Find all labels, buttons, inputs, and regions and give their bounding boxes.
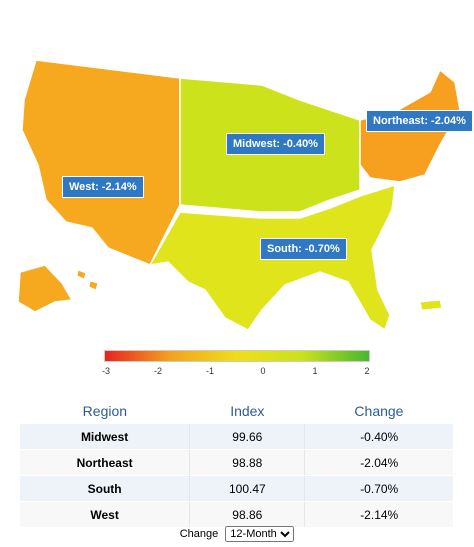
cell-change: -0.70%: [304, 475, 453, 502]
column-header-region: Region: [82, 403, 128, 419]
column-header-index: Index: [230, 403, 265, 419]
puerto-rico-shape: [419, 299, 443, 311]
cell-change: -2.04%: [304, 449, 453, 476]
cell-change: -0.40%: [304, 424, 453, 450]
cell-index: 99.66: [189, 424, 306, 450]
cell-index: 98.86: [189, 501, 306, 528]
cell-index: 100.47: [189, 475, 306, 502]
period-select[interactable]: 12-Month: [225, 526, 295, 542]
cell-region: Midwest: [20, 424, 191, 450]
region-west-shape[interactable]: [21, 59, 181, 266]
table-row: Northeast 98.88 -2.04%: [20, 449, 453, 476]
table-row: Midwest 99.66 -0.40%: [20, 424, 453, 450]
cell-region: West: [20, 501, 191, 528]
table-row: West 98.86 -2.14%: [20, 501, 453, 528]
legend-ticks: -3 -2 -1 0 1 2: [101, 362, 370, 378]
region-label-south: South: -0.70%: [260, 238, 347, 260]
cell-region: Northeast: [20, 449, 191, 476]
hawaii-shape: [76, 269, 99, 291]
region-label-northeast: Northeast: -2.04%: [366, 110, 473, 132]
column-header-change: Change: [354, 403, 404, 419]
table-header-row: Region Index Change: [20, 398, 453, 424]
cell-index: 98.88: [189, 449, 306, 476]
change-period-control: Change 12-Month: [0, 526, 474, 542]
region-label-midwest: Midwest: -0.40%: [226, 133, 325, 155]
legend-tick: -1: [205, 366, 215, 376]
legend-tick: -2: [153, 366, 163, 376]
legend-tick: 1: [312, 366, 318, 376]
color-legend: -3 -2 -1 0 1 2: [101, 350, 370, 378]
region-label-west: West: -2.14%: [62, 176, 144, 198]
region-index-table: Region Index Change Midwest 99.66 -0.40%…: [20, 398, 453, 528]
legend-tick: 2: [364, 366, 370, 376]
change-label: Change: [179, 528, 219, 540]
alaska-shape: [17, 264, 74, 313]
cell-change: -2.14%: [304, 501, 453, 528]
table-row: South 100.47 -0.70%: [20, 475, 453, 502]
legend-gradient-bar: [104, 350, 370, 362]
us-map-svg: [17, 59, 461, 332]
legend-tick: 0: [260, 366, 266, 376]
us-region-map: West: -2.14% Midwest: -0.40% South: -0.7…: [17, 59, 473, 332]
cell-region: South: [20, 475, 191, 502]
legend-tick: -3: [101, 366, 111, 376]
